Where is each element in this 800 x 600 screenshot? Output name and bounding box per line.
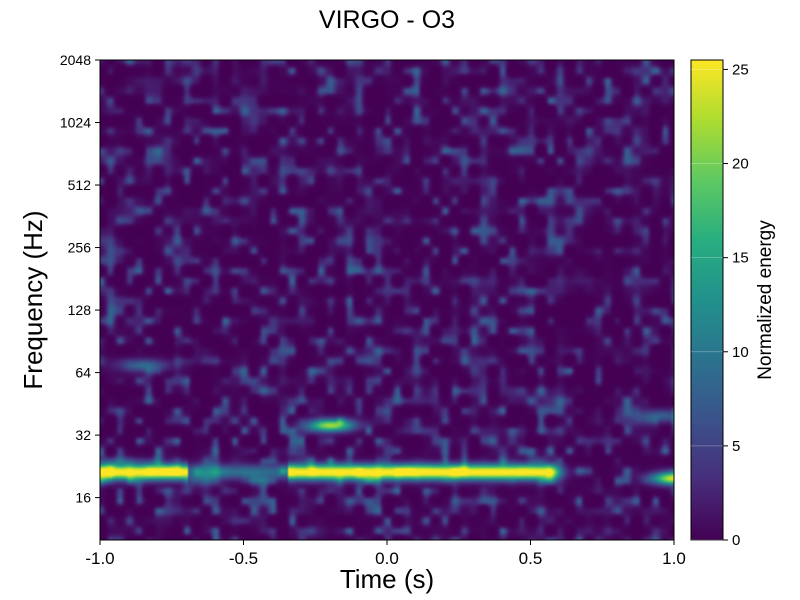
colorbar: [690, 59, 724, 541]
y-tick-label: 64: [75, 365, 91, 381]
spectrogram-heatmap: [100, 60, 674, 540]
y-tick-label: 128: [68, 302, 92, 318]
x-axis-label: Time (s): [340, 564, 434, 594]
x-tick-label: 0.5: [519, 549, 543, 568]
colorbar-tick-label: 20: [732, 156, 749, 173]
chart-title: VIRGO - O3: [319, 6, 455, 34]
y-tick-label: 1024: [60, 115, 91, 131]
colorbar-tick-label: 15: [732, 250, 749, 267]
x-tick-label: -1.0: [85, 549, 114, 568]
colorbar-label: Normalized energy: [755, 220, 776, 380]
y-tick-label: 512: [68, 177, 92, 193]
colorbar-tick-label: 25: [732, 61, 749, 78]
x-tick-label: 0.0: [375, 549, 399, 568]
colorbar-tick-label: 0: [732, 532, 740, 549]
x-tick-label: -0.5: [229, 549, 258, 568]
colorbar-tick-label: 5: [732, 438, 740, 455]
y-tick-label: 2048: [60, 52, 91, 68]
x-axis-ticks: -1.0 -0.5 0.0 0.5 1.0: [85, 540, 686, 568]
y-tick-label: 32: [75, 427, 91, 443]
y-tick-label: 16: [75, 490, 91, 506]
y-axis-label: Frequency (Hz): [18, 210, 48, 389]
y-axis-ticks: 16 32 64 128 256 512 1024 2048: [60, 52, 100, 506]
x-tick-label: 1.0: [662, 549, 686, 568]
colorbar-tick-label: 10: [732, 344, 749, 361]
colorbar-ticks: 0 5 10 15 20 25: [691, 61, 749, 549]
y-tick-label: 256: [68, 240, 92, 256]
